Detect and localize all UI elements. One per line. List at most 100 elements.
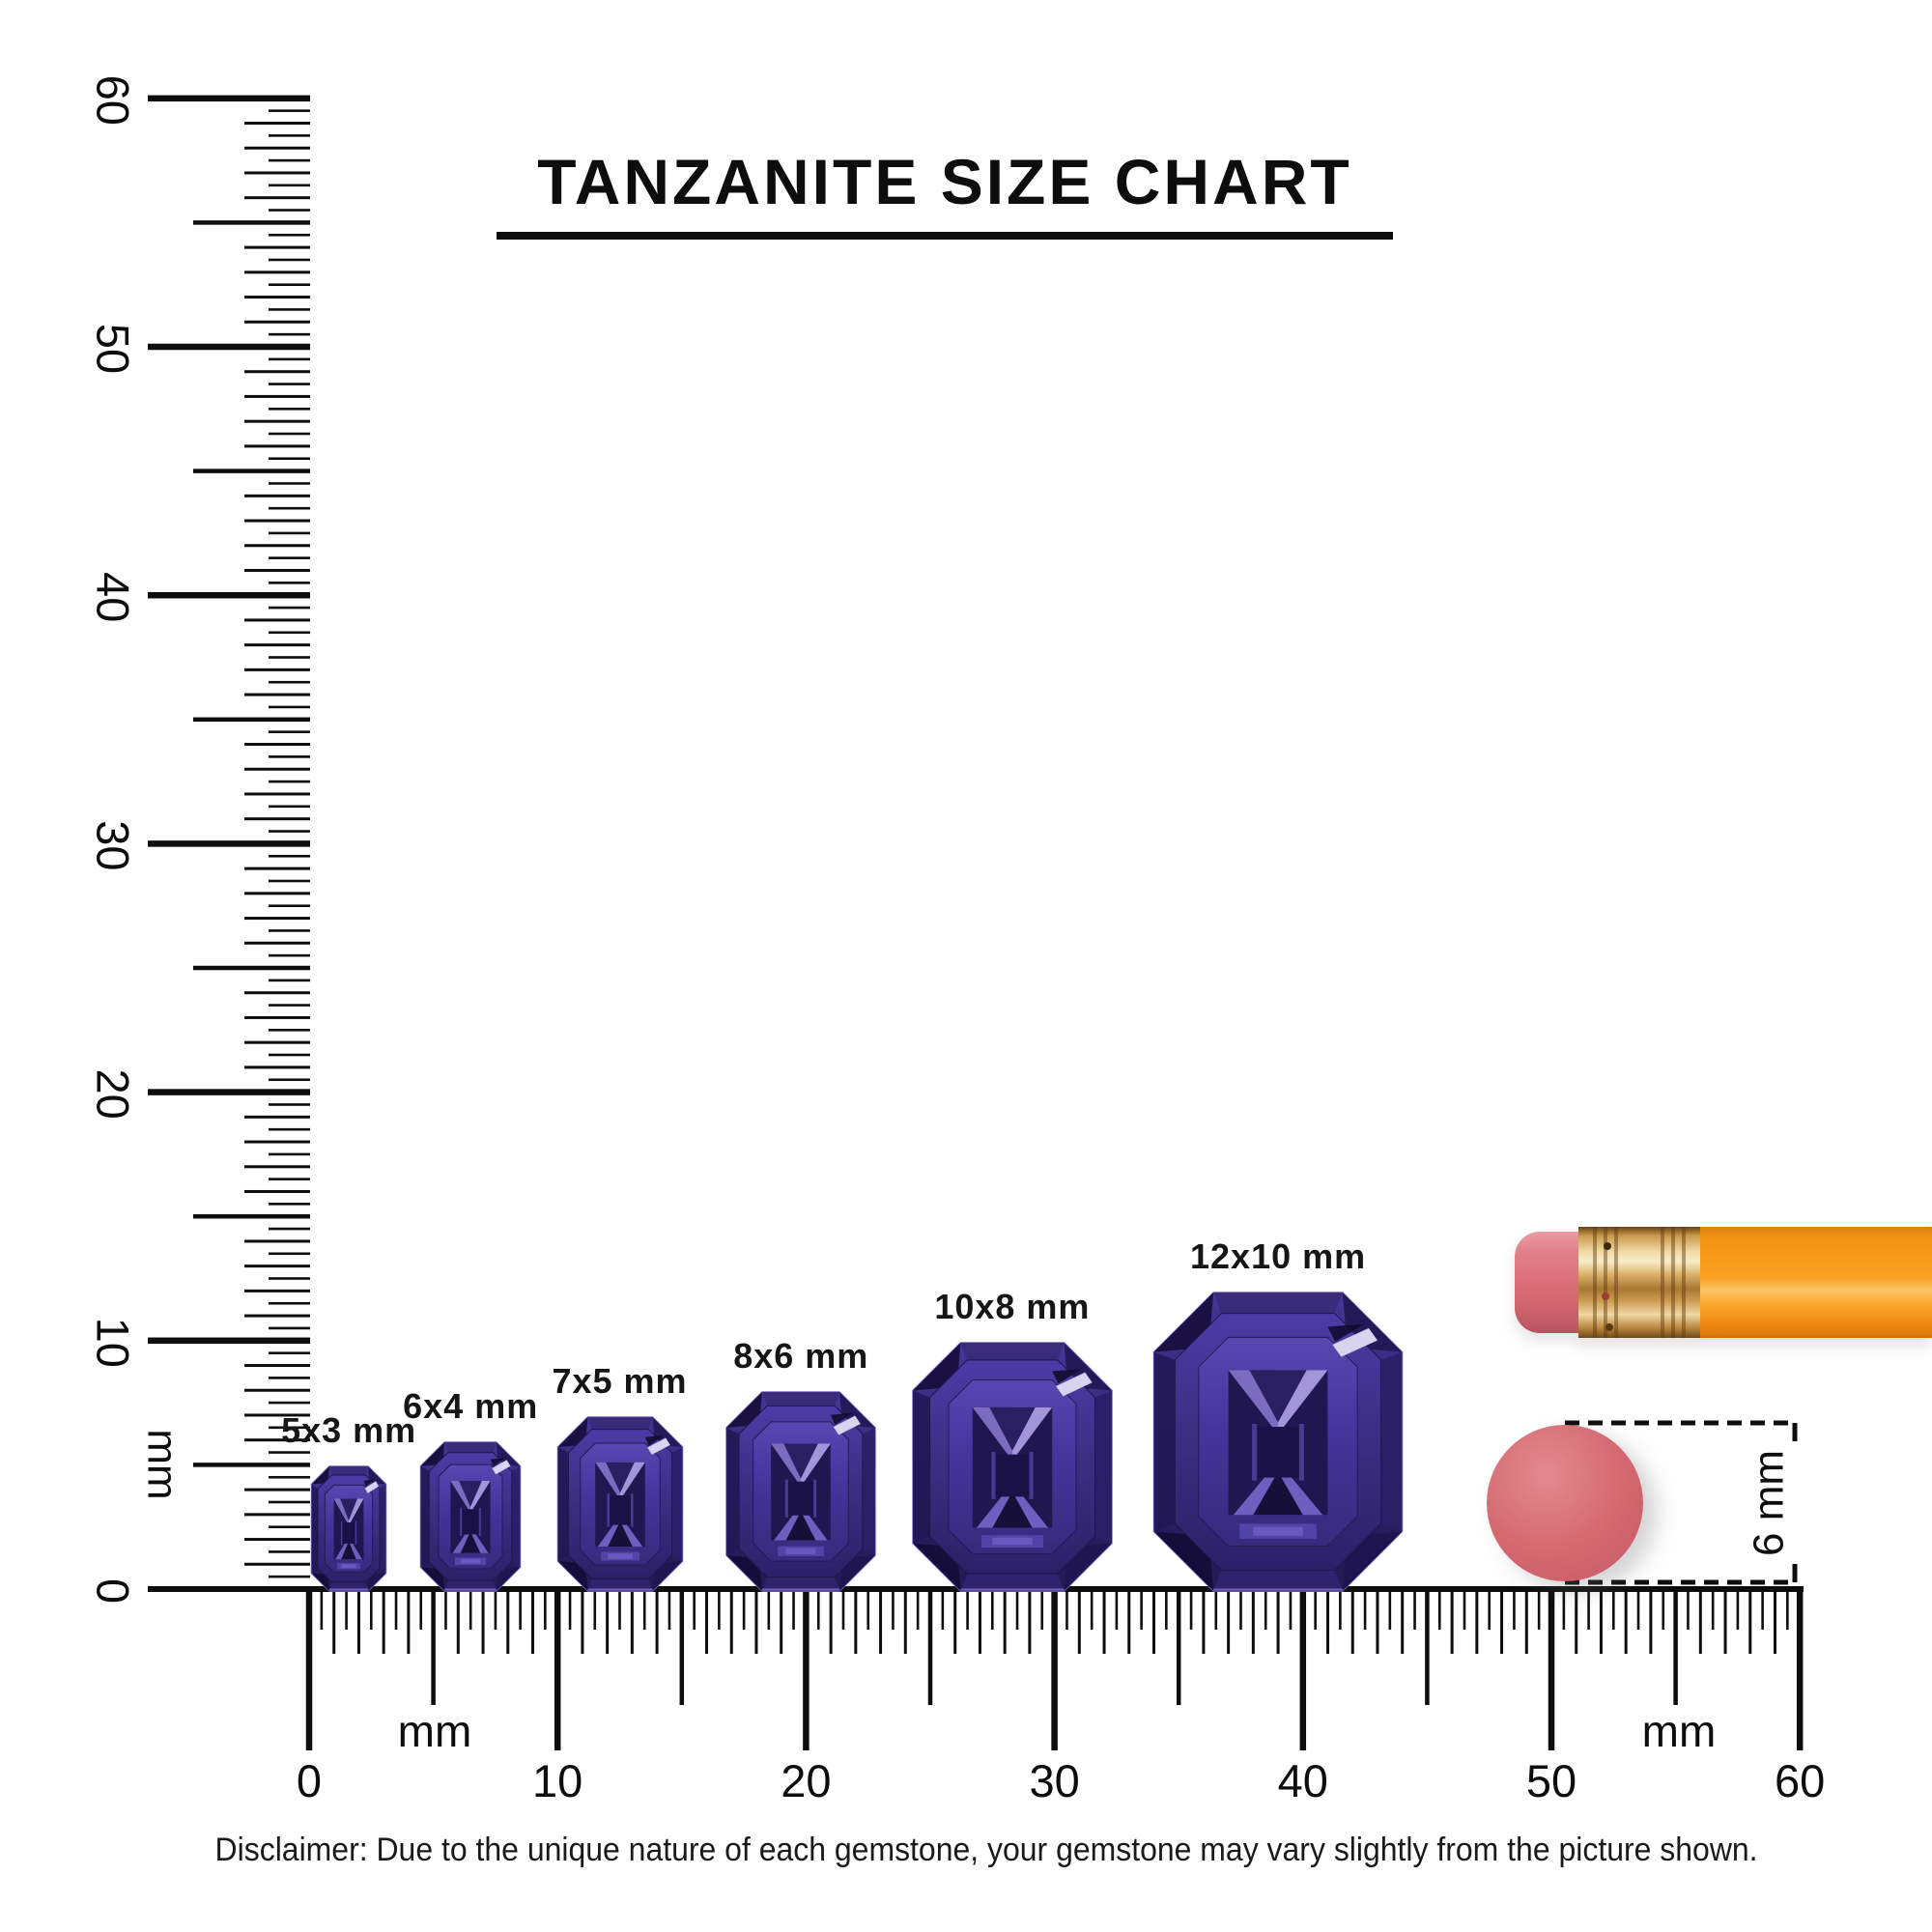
left-ruler-tick-mm <box>244 1015 310 1019</box>
left-ruler-tick-submm <box>269 1078 310 1082</box>
left-ruler-tick-submm <box>269 582 310 584</box>
bottom-ruler-number: 10 <box>532 1755 582 1806</box>
gem-facet-left <box>1153 1351 1176 1532</box>
left-ruler-tick-submm <box>269 1500 310 1504</box>
bottom-ruler-tick-major <box>1548 1588 1555 1750</box>
bottom-ruler-tick-mm <box>1028 1588 1032 1654</box>
ferrule-dot <box>1604 1242 1611 1250</box>
bottom-ruler-tick-submm <box>916 1588 920 1630</box>
bottom-ruler-tick-mm <box>1649 1588 1653 1654</box>
bottom-ruler-tick-submm <box>1711 1588 1715 1630</box>
left-ruler-tick-submm <box>269 531 310 535</box>
gem-pavilion-notch <box>607 1521 633 1548</box>
gem-size-label: 6x4 mm <box>403 1386 539 1426</box>
left-ruler-tick-submm <box>269 680 310 684</box>
gem-corner-tl <box>557 1417 587 1447</box>
left-ruler-tick-mm <box>244 1140 310 1144</box>
gem-corner-bl <box>557 1561 587 1591</box>
bottom-ruler-tick-mm <box>903 1588 907 1654</box>
gem-svg-root <box>1152 1292 1404 1592</box>
gem-facet-right <box>863 1427 876 1556</box>
left-ruler-tick-mm <box>244 1413 310 1417</box>
left-ruler-tick-mm <box>244 1314 310 1318</box>
bottom-ruler-tick-mm <box>407 1588 411 1654</box>
left-ruler-tick-submm <box>269 1451 310 1454</box>
gem-column-strip <box>991 1452 996 1499</box>
left-ruler-tick-mm <box>244 792 310 796</box>
left-ruler-tick-submm <box>269 730 310 733</box>
bottom-ruler-tick-mm <box>1723 1588 1727 1654</box>
bottom-ruler-tick-submm <box>1264 1588 1267 1630</box>
gem-column-strip <box>460 1507 463 1537</box>
left-ruler-tick-mm <box>244 320 310 324</box>
bottom-ruler-tick-half <box>927 1588 933 1705</box>
bottom-ruler-tick-submm <box>1214 1588 1218 1630</box>
left-ruler-tick-mm <box>244 568 310 572</box>
left-ruler-tick-mm <box>244 146 310 150</box>
left-ruler-tick-mm <box>244 941 310 945</box>
bottom-ruler-tick-submm <box>1040 1588 1044 1630</box>
gem-facet-top <box>1213 1293 1343 1314</box>
bottom-ruler-tick-half <box>1673 1588 1678 1705</box>
gem-corner-bl <box>726 1555 763 1591</box>
left-ruler-tick-submm <box>269 357 310 361</box>
left-ruler-tick-submm <box>269 1152 310 1156</box>
left-ruler-tick-mm <box>244 892 310 895</box>
left-ruler-tick-major <box>148 1337 310 1345</box>
bottom-ruler-unit-label: mm <box>1642 1706 1717 1756</box>
left-ruler-tick-submm <box>269 1326 310 1330</box>
bottom-ruler-tick-mm <box>705 1588 709 1654</box>
bottom-ruler-tick-mm <box>581 1588 584 1654</box>
left-ruler-tick-mm <box>244 419 310 423</box>
gem-pavilion-notch <box>1253 1471 1303 1516</box>
gem-column-strip <box>813 1479 817 1518</box>
gem-center-column <box>994 1454 1031 1497</box>
bottom-ruler-tick-mm <box>953 1588 957 1654</box>
bottom-ruler-tick-mm <box>1575 1588 1578 1654</box>
gem-center-column <box>461 1509 480 1535</box>
bottom-ruler-tick-submm <box>767 1588 771 1630</box>
eraser-end-circle <box>1487 1425 1643 1581</box>
gem-stone-12x10 <box>1152 1292 1404 1592</box>
left-ruler-tick-mm <box>244 494 310 497</box>
gem-facet-top <box>586 1417 653 1430</box>
gem-corner-tr <box>652 1417 682 1447</box>
bottom-ruler-tick-mm <box>1624 1588 1628 1654</box>
gem-corner-br <box>368 1573 386 1591</box>
left-ruler-tick-submm <box>269 556 310 559</box>
gem-bottom-glow-bright <box>341 1564 356 1569</box>
left-ruler-tick-half <box>193 469 310 473</box>
gem-pavilion-notch <box>785 1511 816 1541</box>
gem-sparkle-shadow <box>644 1435 664 1446</box>
gem-sparkle-highlight <box>1332 1327 1378 1357</box>
bottom-ruler-tick-submm <box>991 1588 994 1630</box>
bottom-ruler-tick-major <box>1796 1588 1804 1750</box>
bottom-ruler-tick-submm <box>1761 1588 1764 1630</box>
gem-crown-notch <box>340 1498 357 1521</box>
bottom-ruler-tick-mm <box>879 1588 883 1654</box>
left-ruler-tick-mm <box>244 370 310 374</box>
bottom-ruler-tick-submm <box>1189 1588 1193 1630</box>
gem-facet-left <box>726 1427 740 1556</box>
bottom-ruler-tick-mm <box>854 1588 858 1654</box>
left-ruler-tick-submm <box>269 656 310 659</box>
bottom-ruler-tick-major <box>1051 1588 1058 1750</box>
left-ruler-tick-mm <box>244 668 310 671</box>
bottom-ruler-tick-mm <box>1376 1588 1379 1654</box>
bottom-ruler-tick-submm <box>941 1588 945 1630</box>
gem-facet-right <box>671 1446 682 1562</box>
left-ruler-number: 50 <box>88 324 139 374</box>
bottom-ruler-tick-submm <box>867 1588 869 1630</box>
gem-svg-root <box>310 1465 387 1592</box>
bottom-ruler-unit-label: mm <box>398 1706 472 1756</box>
left-ruler-tick-submm <box>269 1301 310 1305</box>
left-ruler-tick-mm <box>244 817 310 821</box>
bottom-ruler-tick-submm <box>419 1588 423 1630</box>
bottom-ruler-tick-mm <box>729 1588 733 1654</box>
left-ruler-tick-submm <box>269 1103 310 1106</box>
left-ruler-tick-mm <box>244 1388 310 1392</box>
bottom-ruler-tick-half <box>679 1588 685 1705</box>
left-ruler-tick-submm <box>269 332 310 336</box>
bottom-ruler-tick-mm <box>1698 1588 1702 1654</box>
bottom-ruler-number: 40 <box>1278 1755 1328 1806</box>
